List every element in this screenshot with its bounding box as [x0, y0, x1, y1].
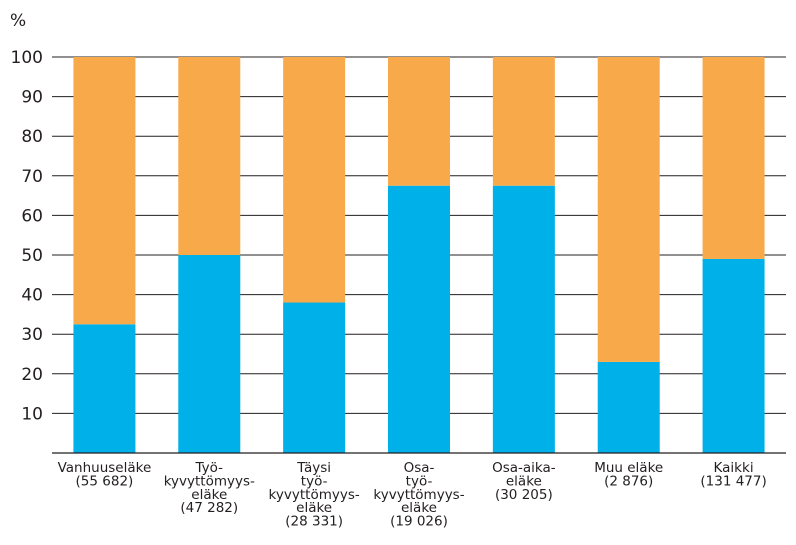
category-label: Kaikki(131 477)	[700, 460, 766, 489]
y-tick-label: 40	[21, 286, 43, 306]
category-label-line: Täysi	[296, 460, 331, 476]
category-label-line: työ-	[406, 473, 433, 489]
category-label-line: kyvyttömyys-	[164, 473, 255, 489]
bar-segment-series-2	[492, 57, 555, 186]
y-tick-labels: 10 20 30 40 50 60 70 80 90 100	[11, 48, 43, 424]
category-label-line: kyvyttömyys-	[373, 487, 464, 503]
category-label-line: (55 682)	[76, 473, 134, 489]
y-tick-label: 70	[21, 167, 43, 187]
category-label: Työ-kyvyttömyys-eläke(47 282)	[164, 460, 255, 516]
y-tick-label: 50	[21, 246, 43, 266]
bar-segment-series-1	[388, 185, 450, 453]
category-label-line: (47 282)	[180, 500, 238, 516]
category-label-line: eläke	[191, 487, 227, 503]
y-tick-label: 20	[21, 365, 43, 385]
category-label-line: (131 477)	[700, 473, 766, 489]
bar-segment-series-2	[283, 57, 346, 303]
y-tick-label: 100	[11, 48, 43, 68]
bar-segment-series-1	[702, 258, 765, 453]
y-tick-label: 60	[21, 206, 43, 226]
category-label-line: Muu eläke	[594, 460, 663, 476]
category-label-line: (2 876)	[604, 473, 653, 489]
bar-segment-series-1	[73, 324, 136, 453]
bar-segment-series-2	[178, 57, 241, 255]
category-label-line: eläke	[296, 500, 332, 516]
category-label-line: (19 026)	[390, 514, 448, 530]
category-label-line: Kaikki	[714, 460, 754, 476]
bar-segment-series-1	[492, 185, 555, 453]
category-label-line: Työ-	[195, 460, 224, 476]
category-label-line: (30 205)	[495, 487, 553, 503]
bars	[73, 57, 765, 453]
category-label-line: eläke	[401, 500, 437, 516]
category-label: Osa-aika-eläke(30 205)	[492, 460, 556, 503]
y-axis-unit-label: %	[10, 11, 26, 31]
bar-segment-series-2	[597, 57, 660, 362]
category-label: Muu eläke(2 876)	[594, 460, 663, 489]
y-tick-label: 80	[21, 127, 43, 147]
bar-segment-series-1	[597, 361, 660, 453]
category-label: Osa-työ-kyvyttömyys-eläke(19 026)	[373, 460, 464, 530]
bar-segment-series-1	[283, 302, 346, 453]
bar-segment-series-2	[702, 57, 765, 259]
category-label: Vanhuuseläke(55 682)	[58, 460, 152, 489]
category-label-line: työ-	[301, 473, 328, 489]
x-category-labels: Vanhuuseläke(55 682) Työ-kyvyttömyys-eläk…	[58, 460, 767, 530]
category-label-line: Osa-aika-	[492, 460, 556, 476]
y-tick-label: 90	[21, 88, 43, 108]
category-label-line: Osa-	[404, 460, 435, 476]
y-tick-label: 30	[21, 325, 43, 345]
category-label-line: (28 331)	[285, 514, 343, 530]
bar-segment-series-2	[388, 57, 450, 186]
bar-segment-series-1	[178, 255, 241, 453]
category-label-line: eläke	[506, 473, 542, 489]
category-label-line: kyvyttömyys-	[269, 487, 360, 503]
y-tick-label: 10	[21, 404, 43, 424]
category-label-line: Vanhuuseläke	[58, 460, 152, 476]
bar-segment-series-2	[73, 57, 136, 325]
